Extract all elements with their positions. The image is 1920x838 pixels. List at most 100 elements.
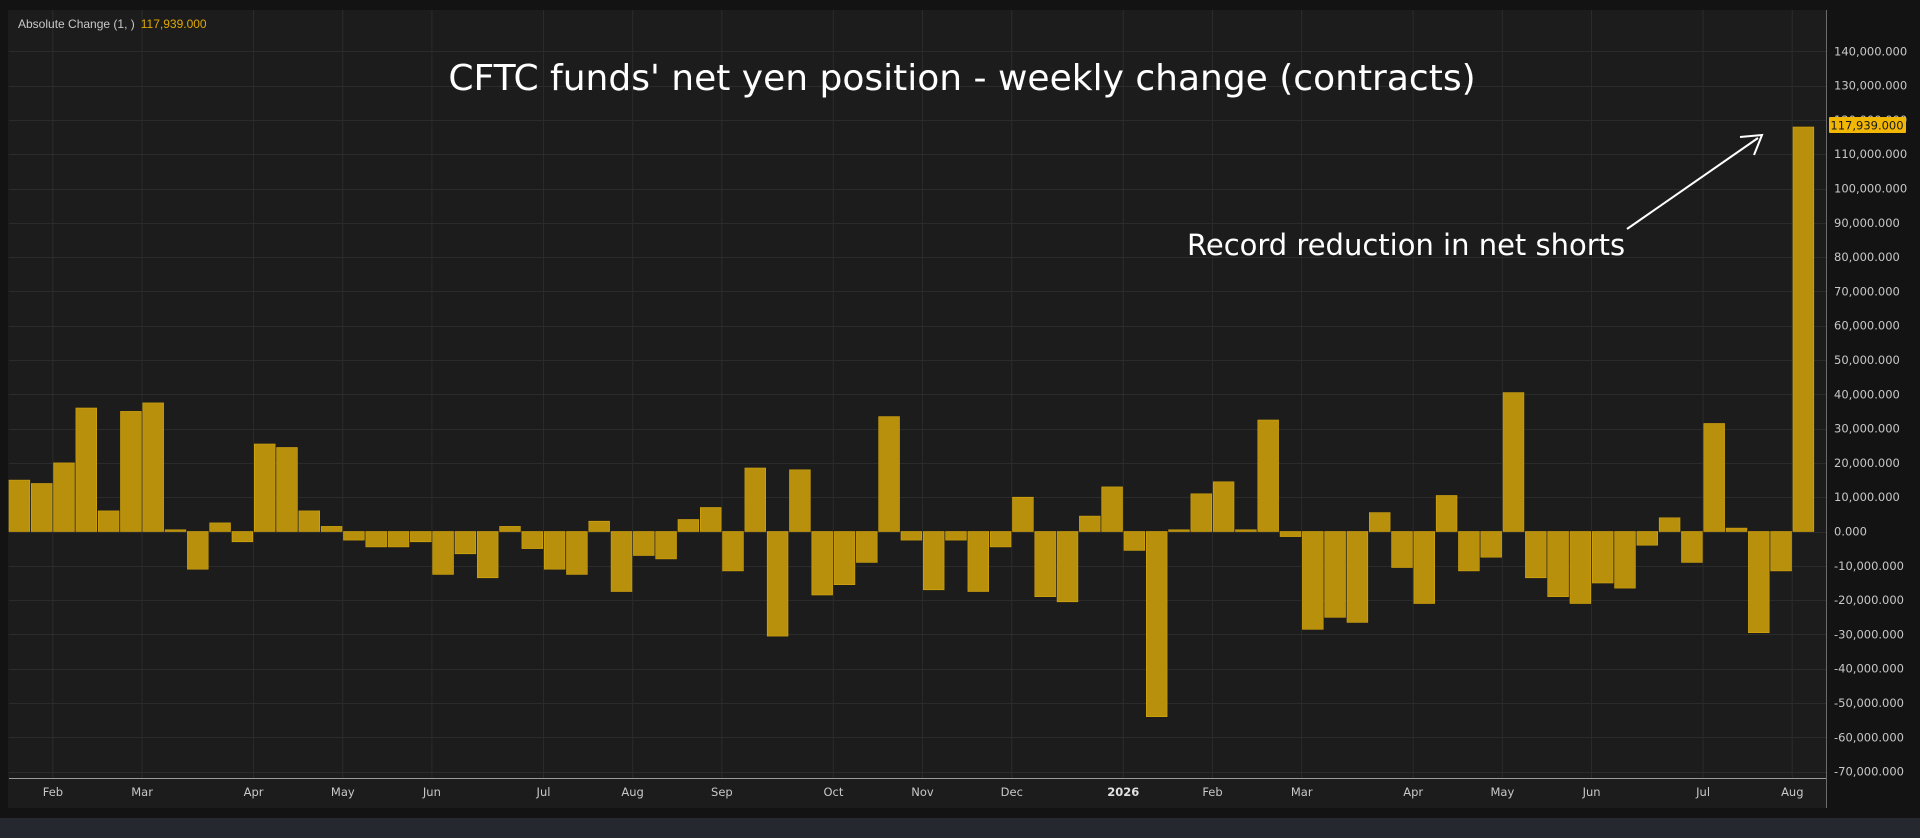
y-tick-label: 20,000.000: [1834, 456, 1900, 470]
bar: [499, 526, 521, 532]
y-tick-label: 10,000.000: [1834, 490, 1900, 504]
x-tick-label: Aug: [621, 785, 643, 799]
y-tick-label: 0.000: [1834, 525, 1867, 539]
bars-layer: [8, 126, 1815, 717]
bar: [1569, 531, 1592, 604]
x-tick-label: Jul: [1695, 785, 1710, 799]
y-tick-label: -20,000.000: [1834, 593, 1904, 607]
bar: [1257, 419, 1279, 532]
series-legend: Absolute Change (1, ) 117,939.000: [18, 17, 207, 31]
bar: [1168, 529, 1190, 532]
bar: [30, 483, 53, 532]
bar: [410, 531, 432, 543]
bar: [75, 407, 98, 532]
x-tick-label: Feb: [1202, 785, 1222, 799]
annotation-arrow: [1626, 133, 1764, 230]
bar: [1525, 531, 1547, 579]
y-tick-label: 30,000.000: [1834, 422, 1900, 436]
y-tick-label: -50,000.000: [1834, 696, 1904, 710]
x-tick-label: May: [331, 785, 355, 799]
bar: [543, 531, 566, 570]
legend-value: 117,939.000: [140, 17, 207, 31]
x-tick-label: Jun: [1582, 785, 1601, 799]
grid-layer: [9, 10, 1826, 778]
bar: [566, 531, 588, 575]
bar: [945, 531, 967, 541]
x-tick-label: Sep: [711, 785, 733, 799]
bar: [164, 529, 187, 532]
bar: [766, 531, 789, 637]
bar-chart: 140,000.000130,000.000120,000.000110,000…: [8, 10, 1907, 808]
chart-window: 140,000.000130,000.000120,000.000110,000…: [0, 0, 1920, 818]
chart-title: CFTC funds' net yen position - weekly ch…: [448, 58, 1475, 99]
bar: [1079, 515, 1101, 532]
bar: [833, 531, 856, 586]
bar: [900, 531, 923, 541]
bar: [633, 531, 655, 556]
bar: [699, 507, 722, 532]
x-tick-label: May: [1491, 785, 1515, 799]
x-tick-label: Jul: [536, 785, 551, 799]
bar: [677, 519, 700, 532]
bar: [276, 447, 298, 532]
bar: [1279, 531, 1302, 537]
bar: [1346, 531, 1369, 623]
x-tick-label: Mar: [131, 785, 153, 799]
bar: [1212, 481, 1235, 532]
bar: [1458, 531, 1480, 572]
y-tick-label: -60,000.000: [1834, 730, 1904, 744]
bar: [1369, 512, 1391, 532]
y-tick-labels: 140,000.000130,000.000120,000.000110,000…: [1834, 44, 1907, 778]
bar: [209, 522, 231, 532]
bar: [1502, 392, 1525, 532]
y-tick-label: -40,000.000: [1834, 662, 1904, 676]
bar: [989, 531, 1012, 548]
bar: [1190, 493, 1213, 532]
status-strip: [0, 818, 1920, 838]
bar: [120, 411, 142, 532]
bar: [878, 416, 900, 532]
x-tick-label: Oct: [823, 785, 843, 799]
bar: [1792, 126, 1815, 532]
bar: [655, 531, 677, 560]
y-tick-label: -10,000.000: [1834, 559, 1904, 573]
x-tick-label: Apr: [244, 785, 264, 799]
bar: [1592, 531, 1614, 584]
bar: [811, 531, 833, 596]
bar: [1748, 531, 1770, 633]
bar: [1770, 531, 1792, 572]
y-tick-label: 130,000.000: [1834, 79, 1907, 93]
y-tick-label: 50,000.000: [1834, 353, 1900, 367]
bar: [432, 531, 454, 575]
bar: [1391, 531, 1413, 568]
bar: [1703, 423, 1725, 532]
bar: [1101, 486, 1123, 532]
x-tick-label: Mar: [1291, 785, 1313, 799]
y-tick-label: -70,000.000: [1834, 765, 1904, 779]
x-tick-label: 2026: [1107, 785, 1139, 799]
y-tick-label: -30,000.000: [1834, 627, 1904, 641]
bar: [1123, 531, 1146, 551]
bar: [1012, 496, 1034, 532]
annotation-text: Record reduction in net shorts: [1187, 228, 1625, 262]
x-tick-label: Nov: [911, 785, 934, 799]
last-value-label: 117,939.000: [1830, 119, 1903, 133]
y-tick-label: 90,000.000: [1834, 216, 1900, 230]
y-tick-label: 60,000.000: [1834, 319, 1900, 333]
bar: [231, 531, 254, 543]
bar: [97, 510, 120, 532]
bar: [320, 526, 343, 532]
bar: [254, 443, 276, 532]
bar: [298, 510, 320, 532]
bar: [1681, 531, 1703, 563]
bar: [1235, 529, 1257, 532]
bar: [454, 531, 477, 555]
bar: [1056, 531, 1079, 603]
bar: [365, 531, 387, 548]
bar: [1636, 531, 1659, 546]
x-tick-labels: Feb Mar Apr May Jun Jul Aug Sep Oct Nov Dec 2026 Feb…: [43, 785, 1804, 799]
last-value-tag: 117,939.000: [1829, 117, 1906, 133]
bar: [1658, 517, 1681, 532]
bar: [8, 479, 31, 532]
bar: [967, 531, 990, 592]
